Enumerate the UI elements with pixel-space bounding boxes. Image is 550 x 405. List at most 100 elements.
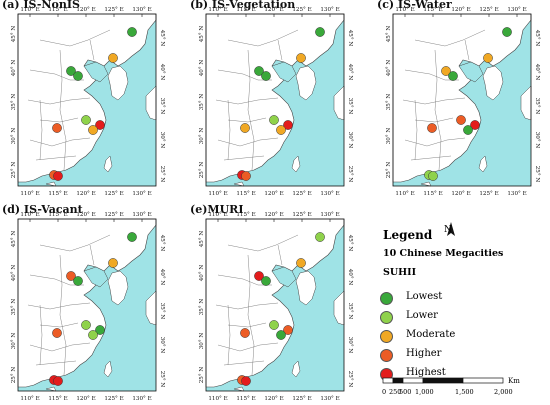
map-frame (205, 218, 345, 392)
map-frame (17, 218, 157, 392)
lon-label-top: 115° E (236, 7, 255, 13)
legend-label: Lower (406, 310, 438, 321)
legend-label: Highest (406, 367, 446, 378)
panel-title: (a) IS-NonIS (2, 0, 80, 11)
lat-label-left: 45° N (199, 231, 205, 248)
lon-label-bottom: 125° E (104, 396, 123, 402)
lat-label-right: 40° N (347, 269, 353, 286)
province-border (227, 99, 231, 161)
lat-label-left: 25° N (11, 367, 17, 384)
lat-label-left: 25° N (199, 367, 205, 384)
lat-label-right: 25° N (347, 166, 353, 183)
lat-label-right: 45° N (534, 30, 540, 47)
city-dot-hangzhou (276, 330, 286, 340)
lon-label-top: 120° E (76, 212, 95, 218)
lat-label-left: 30° N (199, 128, 205, 145)
lat-label-left: 30° N (386, 128, 392, 145)
panel-title: (e)MURI (190, 203, 244, 216)
lon-label-top: 125° E (292, 7, 311, 13)
lon-label-top: 120° E (264, 212, 283, 218)
province-border (223, 155, 265, 161)
province-border (227, 322, 267, 328)
panel-title: (d) IS-Vacant (2, 203, 83, 216)
lon-label-bottom: 120° E (451, 191, 470, 197)
lon-label-bottom: 120° E (264, 191, 283, 197)
lon-label-top: 125° E (104, 7, 123, 13)
city-dot-shanghai (283, 325, 293, 335)
city-dot-shenzhen (241, 376, 251, 386)
lat-label-right: 45° N (159, 235, 165, 252)
city-dot-harbin (315, 232, 325, 242)
city-dot-shanghai (470, 120, 480, 130)
land-taiwan (478, 155, 488, 173)
land-taiwan (291, 155, 301, 173)
lon-label-bottom: 110° E (20, 396, 39, 402)
province-border (414, 117, 454, 123)
city-dot-beijing (254, 66, 264, 76)
scale-tick: 0 (382, 388, 386, 396)
lon-label-bottom: 120° E (264, 396, 283, 402)
city-dot-beijing (66, 271, 76, 281)
city-dot-shanghai (95, 325, 105, 335)
map-svg: 110° E 110° E 115° E 115° E 120° E 120° E 125°… (11, 212, 165, 402)
land-hainan (45, 386, 57, 392)
lat-label-left: 35° N (11, 299, 17, 316)
lon-label-top: 110° E (20, 7, 39, 13)
lat-label-right: 30° N (159, 132, 165, 149)
province-border (39, 234, 111, 252)
city-dot-hangzhou (88, 330, 98, 340)
legend-swatch (380, 330, 393, 343)
lat-label-right: 40° N (159, 269, 165, 286)
lat-label-right: 40° N (534, 64, 540, 81)
province-border (27, 302, 91, 310)
city-dot-tianjin (261, 276, 271, 286)
lat-label-right: 35° N (347, 98, 353, 115)
north-arrow-icon (447, 222, 455, 236)
lat-label-right: 45° N (347, 235, 353, 252)
province-border (434, 49, 442, 171)
land-korea (295, 65, 317, 101)
lat-label-right: 35° N (159, 303, 165, 320)
lon-label-top: 120° E (264, 7, 283, 13)
scale-unit: Km (508, 377, 520, 385)
province-border (35, 360, 77, 366)
map-panel-b: 110° E 110° E 115° E 115° E 120° E 120° E 125°… (188, 0, 358, 200)
map-frame (392, 13, 532, 187)
city-dot-shanghai (95, 120, 105, 130)
city-dot-wuhan (240, 328, 250, 338)
lat-label-left: 45° N (386, 26, 392, 43)
map-svg: 110° E 110° E 115° E 115° E 120° E 120° E 125°… (11, 7, 165, 197)
lat-label-left: 40° N (199, 60, 205, 77)
bohai-sea (83, 61, 109, 83)
province-border (464, 39, 470, 61)
province-border (89, 244, 95, 266)
land-hainan (233, 181, 245, 187)
lon-label-top: 115° E (48, 7, 67, 13)
legend-swatch (380, 292, 393, 305)
province-border (414, 99, 418, 161)
city-dot-shenyang (296, 53, 306, 63)
city-dot-hangzhou (88, 125, 98, 135)
city-dot-shenzhen (428, 171, 438, 181)
legend: N Legend 10 Chinese Megacities SUHII Low… (378, 208, 548, 404)
lat-label-left: 25° N (11, 162, 17, 179)
bohai-sea (458, 61, 484, 83)
lon-label-top: 125° E (292, 212, 311, 218)
city-dot-shenyang (296, 258, 306, 268)
city-dot-tianjin (261, 71, 271, 81)
legend-label: Higher (406, 348, 442, 359)
map-panel-a: 110° E 110° E 115° E 115° E 120° E 120° E 125°… (0, 0, 170, 200)
city-dot-shenzhen (241, 171, 251, 181)
land-taiwan (103, 155, 113, 173)
scale-tick: 2,000 (494, 388, 513, 396)
province-border (414, 29, 486, 47)
city-dot-wuhan (52, 123, 62, 133)
lat-label-right: 30° N (347, 132, 353, 149)
lat-label-right: 40° N (159, 64, 165, 81)
lat-label-right: 30° N (347, 337, 353, 354)
map-frame (17, 13, 157, 187)
legend-swatch (380, 349, 393, 362)
city-dot-shenyang (108, 53, 118, 63)
lat-label-left: 40° N (386, 60, 392, 77)
lon-label-top: 120° E (76, 7, 95, 13)
